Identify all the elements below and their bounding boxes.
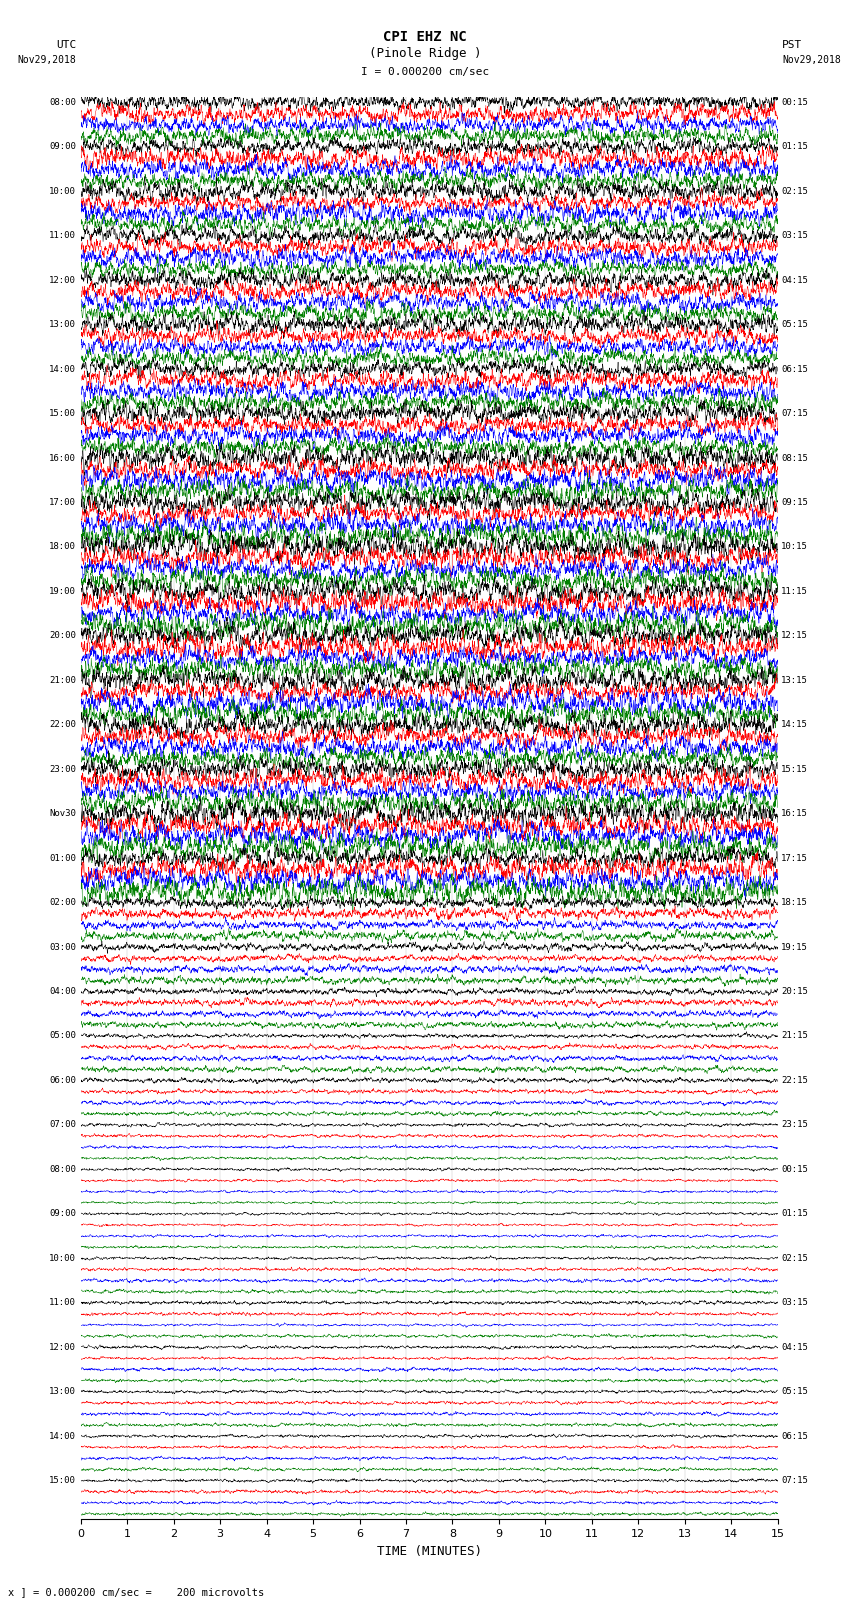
Text: 15:00: 15:00 [49,1476,76,1486]
Text: 21:00: 21:00 [49,676,76,686]
Text: 15:15: 15:15 [781,765,808,774]
Text: 20:15: 20:15 [781,987,808,995]
Text: 17:15: 17:15 [781,853,808,863]
Text: 16:00: 16:00 [49,453,76,463]
Text: 12:00: 12:00 [49,276,76,284]
Text: 07:15: 07:15 [781,410,808,418]
Text: 06:15: 06:15 [781,1432,808,1440]
Text: 06:00: 06:00 [49,1076,76,1086]
Text: 14:00: 14:00 [49,1432,76,1440]
Text: 10:00: 10:00 [49,1253,76,1263]
Text: 05:00: 05:00 [49,1031,76,1040]
Text: 14:15: 14:15 [781,721,808,729]
Text: (Pinole Ridge ): (Pinole Ridge ) [369,47,481,60]
Text: 00:15: 00:15 [781,98,808,106]
Text: 03:00: 03:00 [49,942,76,952]
Text: 07:00: 07:00 [49,1121,76,1129]
Text: 12:00: 12:00 [49,1342,76,1352]
Text: 13:00: 13:00 [49,319,76,329]
Text: 08:00: 08:00 [49,98,76,106]
Text: 19:15: 19:15 [781,942,808,952]
Text: 08:15: 08:15 [781,453,808,463]
Text: 22:00: 22:00 [49,721,76,729]
Text: CPI EHZ NC: CPI EHZ NC [383,31,467,44]
Text: 16:15: 16:15 [781,810,808,818]
Text: 17:00: 17:00 [49,498,76,506]
Text: 15:00: 15:00 [49,410,76,418]
Text: 10:15: 10:15 [781,542,808,552]
Text: Nov29,2018: Nov29,2018 [18,55,76,65]
Text: 01:00: 01:00 [49,853,76,863]
Text: 09:00: 09:00 [49,1210,76,1218]
Text: 08:00: 08:00 [49,1165,76,1174]
Text: UTC: UTC [56,40,76,50]
Text: 02:00: 02:00 [49,898,76,907]
Text: 11:15: 11:15 [781,587,808,595]
Text: 05:15: 05:15 [781,319,808,329]
Text: 09:00: 09:00 [49,142,76,152]
Text: 02:15: 02:15 [781,1253,808,1263]
Text: 03:15: 03:15 [781,1298,808,1307]
Text: Nov30: Nov30 [49,810,76,818]
Text: 06:15: 06:15 [781,365,808,374]
Text: 03:15: 03:15 [781,231,808,240]
Text: 04:15: 04:15 [781,276,808,284]
Text: 14:00: 14:00 [49,365,76,374]
Text: 23:15: 23:15 [781,1121,808,1129]
Text: 18:15: 18:15 [781,898,808,907]
Text: 04:15: 04:15 [781,1342,808,1352]
Text: 09:15: 09:15 [781,498,808,506]
Text: 10:00: 10:00 [49,187,76,195]
Text: 23:00: 23:00 [49,765,76,774]
Text: 07:15: 07:15 [781,1476,808,1486]
Text: 20:00: 20:00 [49,631,76,640]
Text: 02:15: 02:15 [781,187,808,195]
Text: I = 0.000200 cm/sec: I = 0.000200 cm/sec [361,68,489,77]
Text: 19:00: 19:00 [49,587,76,595]
Text: 22:15: 22:15 [781,1076,808,1086]
X-axis label: TIME (MINUTES): TIME (MINUTES) [377,1545,482,1558]
Text: Nov29,2018: Nov29,2018 [782,55,841,65]
Text: 00:15: 00:15 [781,1165,808,1174]
Text: 13:15: 13:15 [781,676,808,686]
Text: 13:00: 13:00 [49,1387,76,1397]
Text: 01:15: 01:15 [781,1210,808,1218]
Text: x ] = 0.000200 cm/sec =    200 microvolts: x ] = 0.000200 cm/sec = 200 microvolts [8,1587,264,1597]
Text: 05:15: 05:15 [781,1387,808,1397]
Text: 01:15: 01:15 [781,142,808,152]
Text: 11:00: 11:00 [49,1298,76,1307]
Text: 11:00: 11:00 [49,231,76,240]
Text: 21:15: 21:15 [781,1031,808,1040]
Text: 18:00: 18:00 [49,542,76,552]
Text: 12:15: 12:15 [781,631,808,640]
Text: 04:00: 04:00 [49,987,76,995]
Text: PST: PST [782,40,802,50]
